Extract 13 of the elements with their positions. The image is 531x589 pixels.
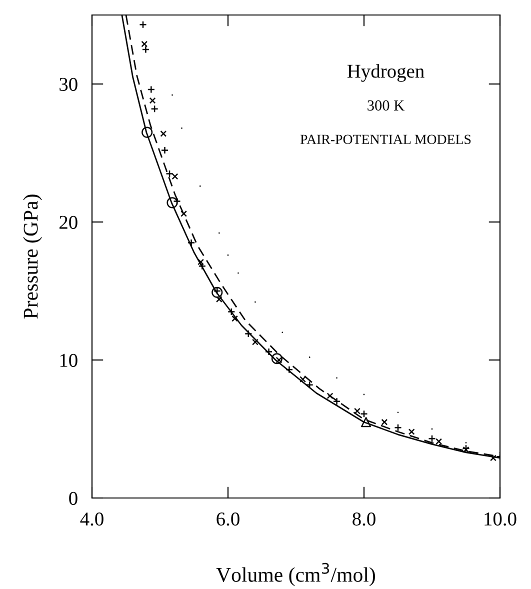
x-tick-label: 10.0 <box>484 512 516 526</box>
y-axis-title: Pressure (GPa) <box>23 194 42 319</box>
x-tick-label: 4.0 <box>80 512 104 526</box>
y-tick-label: 20 <box>60 216 78 229</box>
x-tick-label: 8.0 <box>352 512 376 526</box>
annotation: PAIR-POTENTIAL MODELS <box>300 134 471 144</box>
y-tick-label: 30 <box>60 78 78 91</box>
annotation: 300 K <box>368 100 404 111</box>
x-axis-title: Volume (cm$^{3}$/mol) <box>216 562 375 586</box>
annotation: Hydrogen <box>347 64 424 82</box>
y-tick-label: 0 <box>69 492 78 505</box>
y-tick-label: 10 <box>60 354 78 367</box>
x-tick-label: 6.0 <box>216 512 240 526</box>
